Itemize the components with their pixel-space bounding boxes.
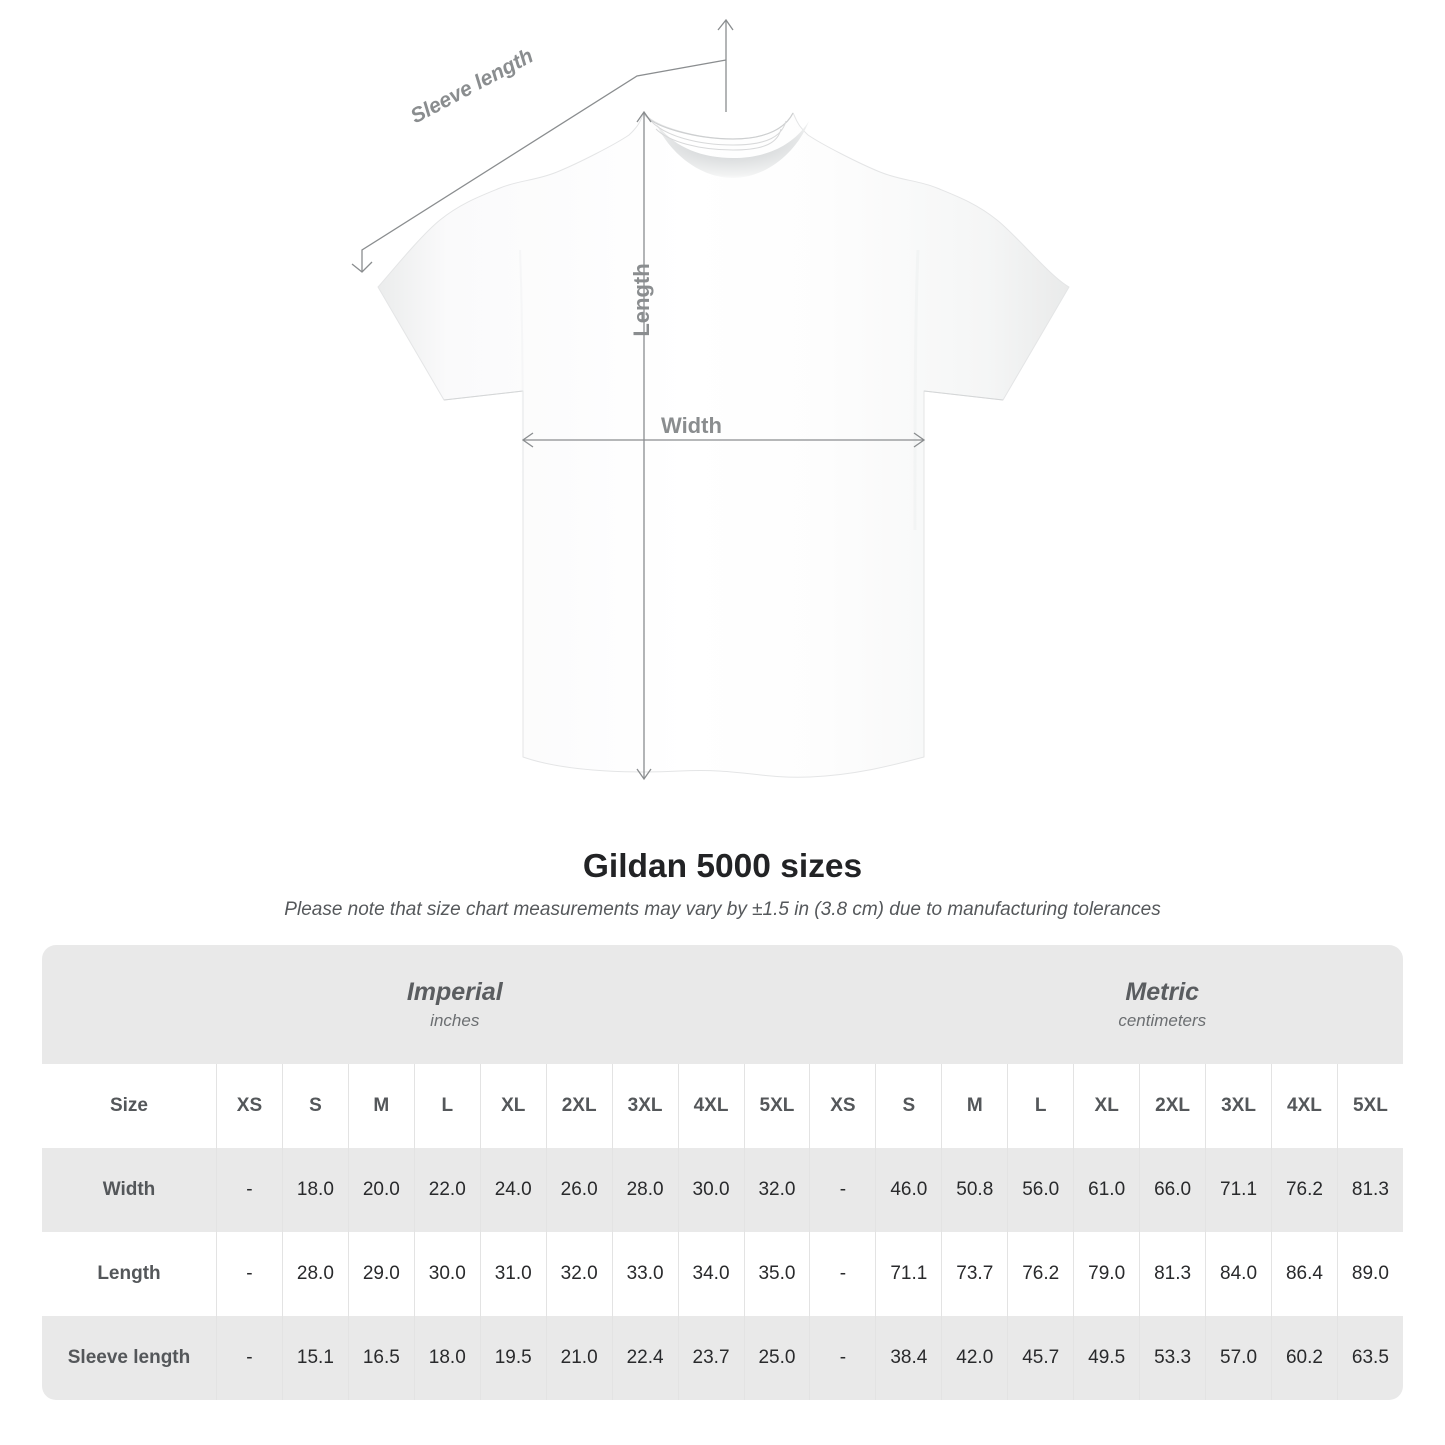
svg-text:Sleeve length: Sleeve length [407, 44, 537, 128]
svg-text:Width: Width [661, 413, 722, 438]
svg-text:Length: Length [629, 263, 654, 336]
